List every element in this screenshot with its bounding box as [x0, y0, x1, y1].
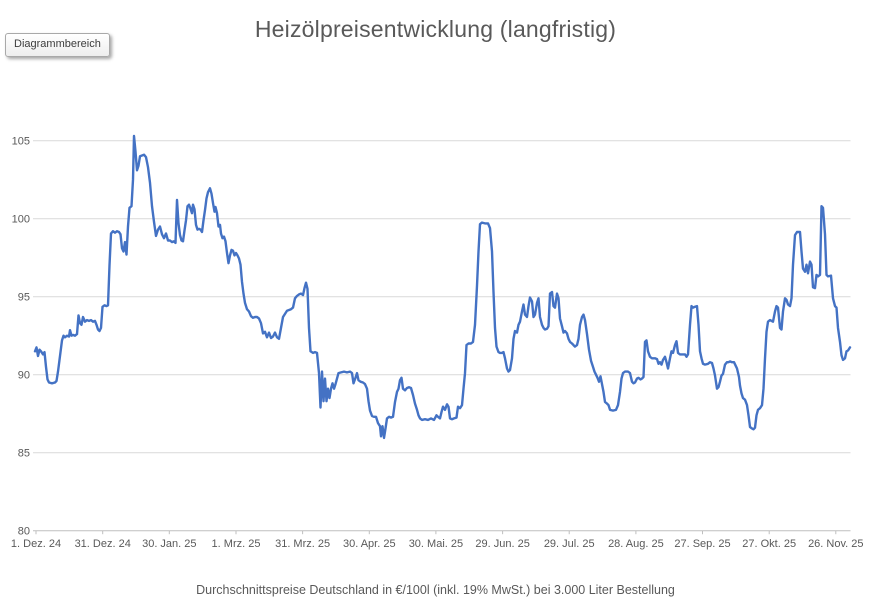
x-tick-label: 29. Jul. 25	[544, 538, 595, 550]
x-tick-label: 26. Nov. 25	[808, 538, 863, 550]
x-tick-label: 1. Dez. 24	[11, 538, 61, 550]
x-tick-label: 30. Apr. 25	[343, 538, 396, 550]
y-tick-label: 90	[18, 370, 30, 382]
x-tick-label: 27. Okt. 25	[742, 538, 796, 550]
chart-title[interactable]: Heizölpreisentwicklung (langfristig)	[254, 16, 617, 42]
x-tick-label: 27. Sep. 25	[674, 538, 730, 550]
price-series-line[interactable]	[33, 134, 852, 440]
x-tick-label: 1. Mrz. 25	[212, 538, 261, 550]
y-tick-label: 80	[18, 526, 30, 538]
y-tick-label: 95	[18, 292, 30, 304]
x-tick-label: 29. Jun. 25	[475, 538, 529, 550]
chart-area-tooltip-label: Diagrammbereich	[14, 38, 101, 50]
plot-area[interactable]: 1. Dez. 24 31. Dez. 24 30. Jan. 25 1. Mrz. …	[0, 0, 871, 570]
y-tick-label: 105	[12, 136, 30, 148]
y-tick-label: 100	[12, 214, 30, 226]
x-tick-label: 28. Aug. 25	[608, 538, 664, 550]
chart-area-tooltip: Diagrammbereich	[5, 33, 110, 57]
x-tick-label: 31. Dez. 24	[75, 538, 131, 550]
x-tick-label: 31. Mrz. 25	[275, 538, 330, 550]
x-tick-label: 30. Mai. 25	[409, 538, 463, 550]
y-tick-label: 85	[18, 448, 30, 460]
chart-footnote: Durchschnittspreise Deutschland in €/100…	[196, 583, 675, 597]
x-tick-label: 30. Jan. 25	[142, 538, 196, 550]
